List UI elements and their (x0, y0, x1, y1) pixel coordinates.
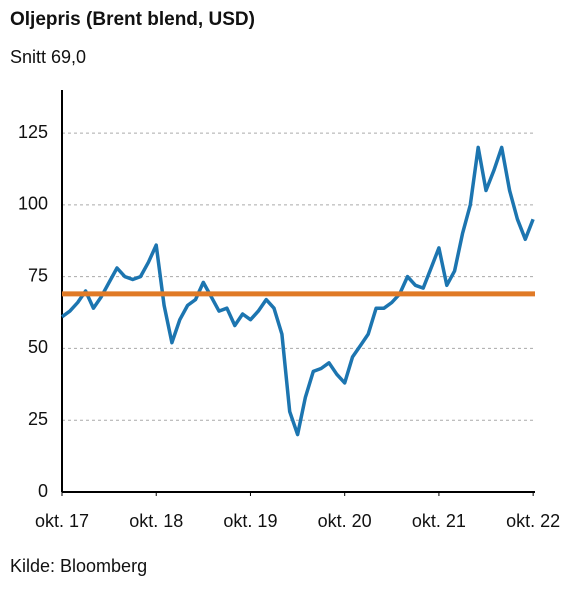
x-tick-label: okt. 17 (35, 511, 89, 531)
chart-subtitle: Snitt 69,0 (10, 47, 86, 67)
price-line (60, 145, 535, 437)
x-tick-label: okt. 20 (318, 511, 372, 531)
y-tick-label: 50 (28, 337, 48, 357)
y-tick-label: 25 (28, 409, 48, 429)
y-tick-label: 125 (18, 122, 48, 142)
x-tick-label: okt. 22 (506, 511, 560, 531)
x-tick-label: okt. 18 (129, 511, 183, 531)
x-tick-label: okt. 21 (412, 511, 466, 531)
chart-title: Oljepris (Brent blend, USD) (10, 9, 255, 30)
x-tick-label: okt. 19 (223, 511, 277, 531)
y-tick-label: 75 (28, 265, 48, 285)
y-tick-label: 0 (38, 481, 48, 501)
source: Kilde: Bloomberg (10, 556, 147, 576)
y-tick-label: 100 (18, 194, 48, 214)
